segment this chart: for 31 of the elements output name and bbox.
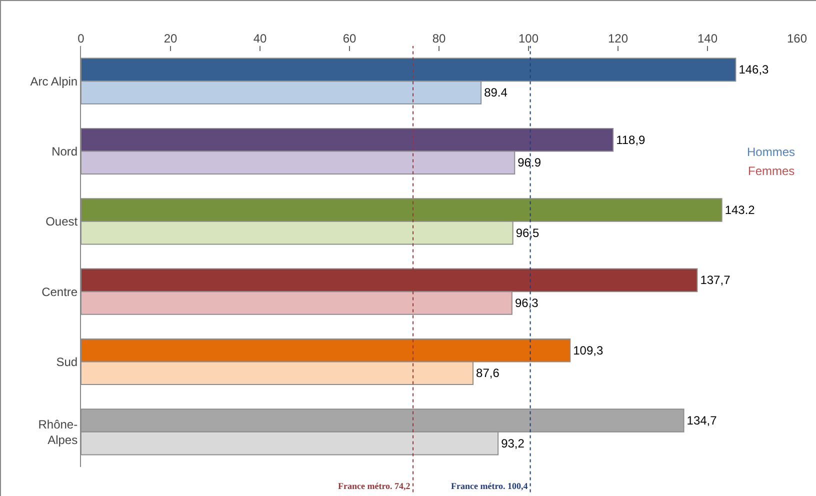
text: Hommes bbox=[747, 145, 796, 159]
ref-line-label: France métro. 74,2 bbox=[338, 481, 411, 491]
data-label: 87,6 bbox=[476, 366, 500, 380]
y-tick-label: Rhône-Alpes bbox=[38, 417, 78, 447]
data-label: 96.9 bbox=[518, 156, 542, 170]
data-label: 118,9 bbox=[616, 132, 646, 147]
y-tick-label: Sud bbox=[56, 354, 78, 369]
x-tick-label: 60 bbox=[342, 32, 356, 46]
x-tick-label: 20 bbox=[164, 32, 178, 46]
y-tick-label: Ouest bbox=[46, 214, 78, 229]
x-tick-label: 160 bbox=[786, 32, 808, 46]
ref-line-label: France métro. 100,4 bbox=[451, 481, 528, 491]
x-tick-label: 0 bbox=[78, 32, 85, 46]
data-label: 134,7 bbox=[686, 414, 718, 428]
data-label: 143.2 bbox=[724, 203, 756, 218]
y-tick-label: Nord bbox=[52, 144, 78, 158]
data-label: 96,3 bbox=[514, 296, 539, 310]
y-tick-label: Centre bbox=[42, 284, 78, 299]
data-label: 146,3 bbox=[738, 62, 770, 77]
text: Femmes bbox=[748, 164, 795, 178]
x-tick-label: 100 bbox=[518, 32, 539, 46]
x-tick-label: 40 bbox=[253, 32, 267, 46]
data-label: 137,7 bbox=[700, 273, 731, 288]
data-label: 93,2 bbox=[501, 436, 525, 450]
data-label: 109,3 bbox=[573, 343, 604, 358]
x-tick-label: 120 bbox=[608, 32, 628, 46]
x-tick-label: 140 bbox=[697, 32, 718, 46]
x-tick-label: 80 bbox=[432, 32, 446, 46]
y-tick-label: Arc Alpin bbox=[30, 74, 78, 88]
data-label: 89.4 bbox=[484, 85, 508, 100]
data-label: 96,5 bbox=[516, 226, 540, 240]
